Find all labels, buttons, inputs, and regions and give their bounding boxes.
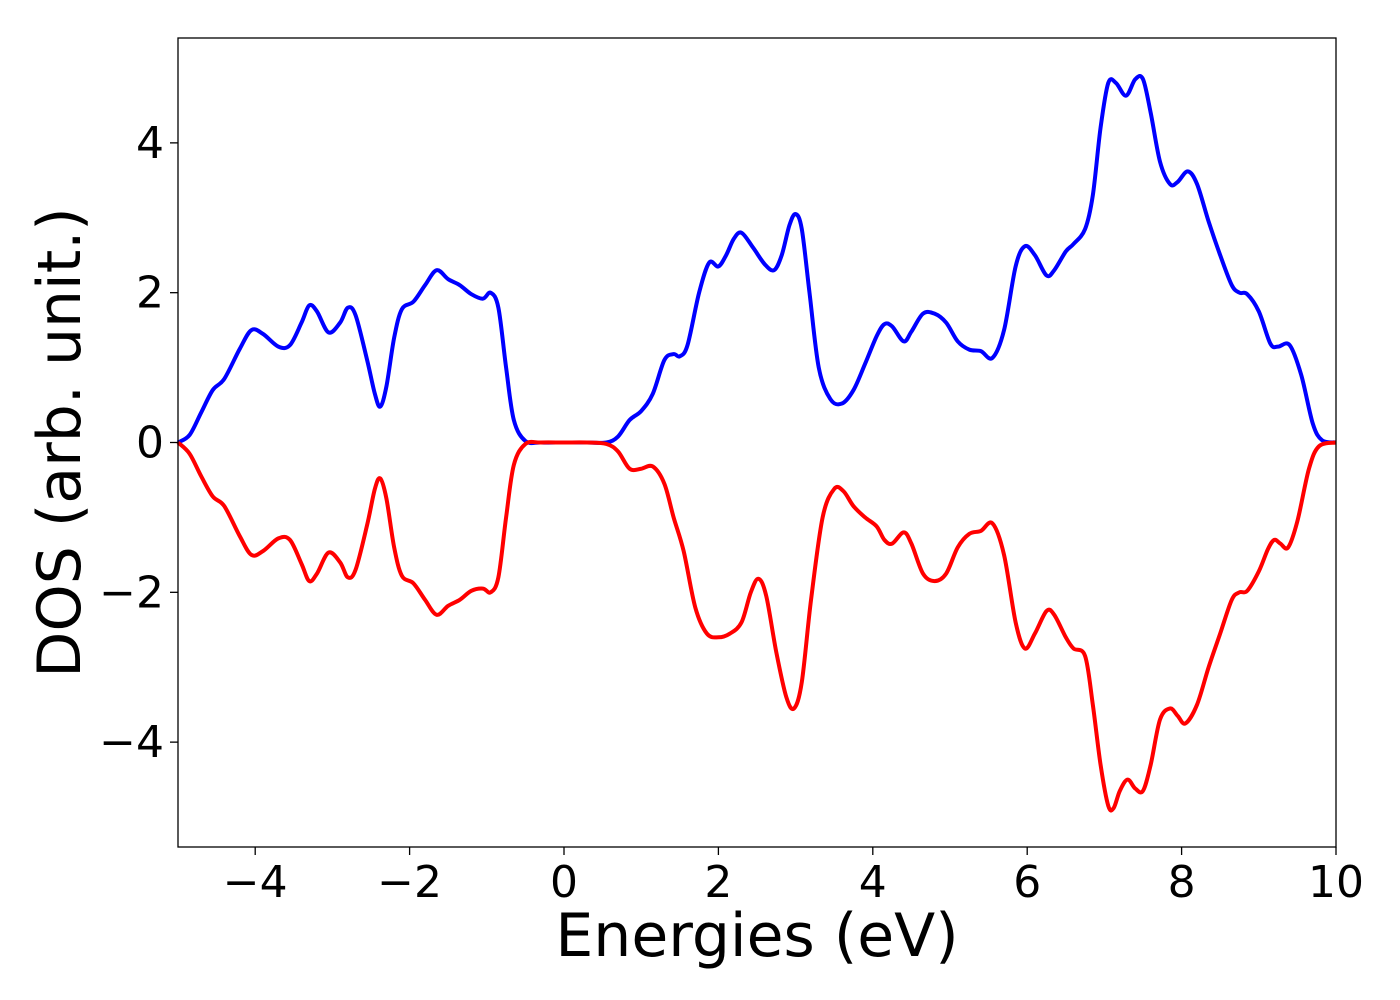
y-tick-label: 4 [136,118,164,169]
series-line-blue [176,74,1337,446]
x-tick-label: −4 [223,857,288,908]
x-tick-label: 6 [1013,857,1041,908]
series-layer [176,74,1337,813]
y-tick-label: −4 [99,717,164,768]
x-tick-label: 10 [1308,857,1364,908]
x-tick-label: 0 [550,857,578,908]
x-tick-label: 2 [704,857,732,908]
x-tick-label: 8 [1168,857,1196,908]
ticks-layer: −4 −2 0 2 4 6 8 10 −4 −2 0 2 4 [99,118,1364,908]
y-tick-label: 0 [136,418,164,469]
series-line-red [176,439,1337,813]
plot-frame [177,37,1337,848]
y-tick-label: −2 [99,567,164,618]
y-tick-label: 2 [136,268,164,319]
x-tick-label: 4 [859,857,887,908]
y-axis-label: DOS (arb. unit.) [25,207,95,677]
x-axis-label: Energies (eV) [555,901,958,971]
x-tick-label: −2 [377,857,442,908]
